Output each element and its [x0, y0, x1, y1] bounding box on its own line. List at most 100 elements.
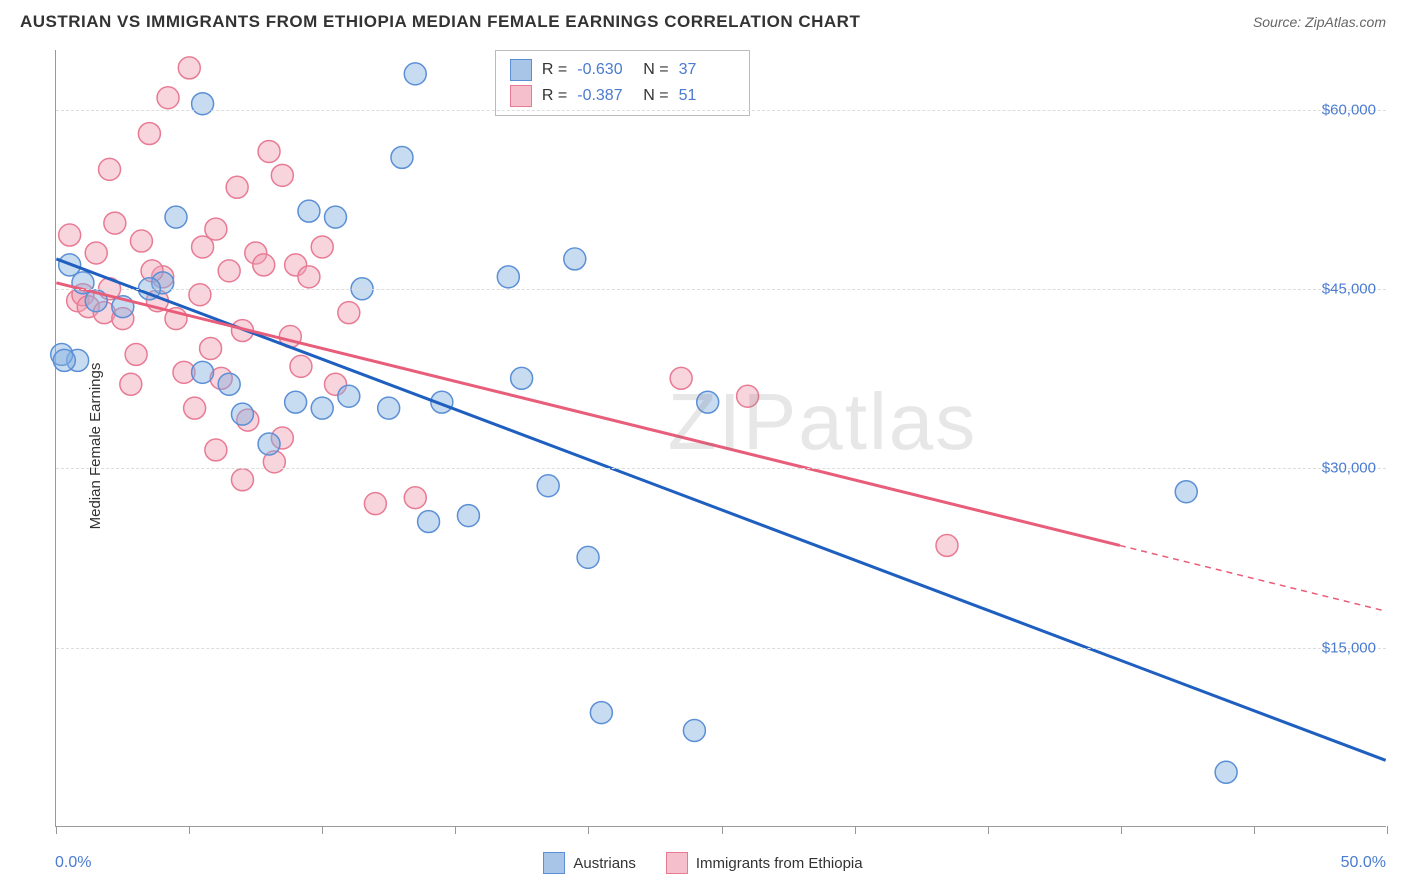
- austrians-point: [1175, 481, 1197, 503]
- ethiopia-point: [138, 123, 160, 145]
- n-value: 51: [679, 87, 735, 105]
- ethiopia-point: [253, 254, 275, 276]
- correlation-stats-box: R = -0.630 N = 37 R = -0.387 N = 51: [495, 50, 750, 116]
- austrians-point: [53, 349, 75, 371]
- austrians-point: [192, 93, 214, 115]
- austrians-point: [298, 200, 320, 222]
- x-tick: [1121, 826, 1122, 834]
- austrians-point: [338, 385, 360, 407]
- x-tick: [455, 826, 456, 834]
- austrians-point: [683, 720, 705, 742]
- austrians-point: [418, 511, 440, 533]
- n-label: N =: [643, 61, 668, 79]
- r-label: R =: [542, 87, 567, 105]
- austrians-point: [218, 373, 240, 395]
- x-tick: [722, 826, 723, 834]
- ethiopia-point: [311, 236, 333, 258]
- austrians-point: [325, 206, 347, 228]
- chart-title: AUSTRIAN VS IMMIGRANTS FROM ETHIOPIA MED…: [20, 12, 860, 32]
- legend-swatch: [666, 852, 688, 874]
- austrians-point: [457, 505, 479, 527]
- ethiopia-point: [125, 343, 147, 365]
- x-tick: [855, 826, 856, 834]
- n-value: 37: [679, 61, 735, 79]
- x-tick: [56, 826, 57, 834]
- austrians-point: [165, 206, 187, 228]
- ethiopia-regression-line: [56, 283, 1119, 546]
- ethiopia-point: [364, 493, 386, 515]
- ethiopia-point: [200, 337, 222, 359]
- ethiopia-point: [120, 373, 142, 395]
- ethiopia-point: [85, 242, 107, 264]
- x-tick: [322, 826, 323, 834]
- ethiopia-point: [936, 534, 958, 556]
- ethiopia-point: [157, 87, 179, 109]
- austrians-point: [231, 403, 253, 425]
- austrians-regression-line: [56, 259, 1385, 760]
- r-label: R =: [542, 61, 567, 79]
- legend-swatch: [543, 852, 565, 874]
- x-tick: [1387, 826, 1388, 834]
- austrians-point: [258, 433, 280, 455]
- gridline: [56, 289, 1386, 290]
- r-value: -0.387: [577, 87, 633, 105]
- stats-swatch: [510, 59, 532, 81]
- x-tick: [1254, 826, 1255, 834]
- stats-row: R = -0.630 N = 37: [510, 57, 735, 83]
- legend-label: Immigrants from Ethiopia: [696, 855, 863, 872]
- austrians-point: [285, 391, 307, 413]
- austrians-point: [497, 266, 519, 288]
- austrians-point: [511, 367, 533, 389]
- ethiopia-point: [184, 397, 206, 419]
- x-tick: [189, 826, 190, 834]
- ethiopia-point: [231, 469, 253, 491]
- chart-plot-area: ZIPatlas R = -0.630 N = 37 R = -0.387 N …: [55, 50, 1386, 827]
- ethiopia-point: [205, 439, 227, 461]
- legend-item: Austrians: [543, 852, 636, 874]
- ethiopia-point: [104, 212, 126, 234]
- ethiopia-point: [99, 158, 121, 180]
- austrians-point: [590, 702, 612, 724]
- ethiopia-point: [205, 218, 227, 240]
- ethiopia-point: [404, 487, 426, 509]
- gridline: [56, 648, 1386, 649]
- y-tick-label: $15,000: [1322, 639, 1376, 656]
- gridline: [56, 110, 1386, 111]
- y-tick-label: $45,000: [1322, 281, 1376, 298]
- y-tick-label: $30,000: [1322, 460, 1376, 477]
- stats-row: R = -0.387 N = 51: [510, 83, 735, 109]
- ethiopia-point: [218, 260, 240, 282]
- x-tick: [988, 826, 989, 834]
- austrians-point: [1215, 761, 1237, 783]
- ethiopia-point: [290, 355, 312, 377]
- ethiopia-point: [737, 385, 759, 407]
- ethiopia-point: [59, 224, 81, 246]
- ethiopia-point: [271, 164, 293, 186]
- ethiopia-regression-line-extrapolated: [1120, 545, 1386, 611]
- x-tick: [588, 826, 589, 834]
- r-value: -0.630: [577, 61, 633, 79]
- austrians-point: [378, 397, 400, 419]
- legend-label: Austrians: [573, 855, 636, 872]
- ethiopia-point: [130, 230, 152, 252]
- scatter-plot-svg: [56, 50, 1386, 826]
- gridline: [56, 468, 1386, 469]
- austrians-point: [391, 146, 413, 168]
- austrians-point: [697, 391, 719, 413]
- austrians-point: [311, 397, 333, 419]
- series-legend: Austrians Immigrants from Ethiopia: [0, 852, 1406, 874]
- austrians-point: [192, 361, 214, 383]
- ethiopia-point: [178, 57, 200, 79]
- y-tick-label: $60,000: [1322, 101, 1376, 118]
- ethiopia-point: [258, 140, 280, 162]
- ethiopia-point: [338, 302, 360, 324]
- ethiopia-point: [670, 367, 692, 389]
- ethiopia-point: [189, 284, 211, 306]
- source-label: Source: ZipAtlas.com: [1253, 14, 1386, 30]
- stats-swatch: [510, 85, 532, 107]
- austrians-point: [404, 63, 426, 85]
- legend-item: Immigrants from Ethiopia: [666, 852, 863, 874]
- austrians-point: [564, 248, 586, 270]
- n-label: N =: [643, 87, 668, 105]
- ethiopia-point: [226, 176, 248, 198]
